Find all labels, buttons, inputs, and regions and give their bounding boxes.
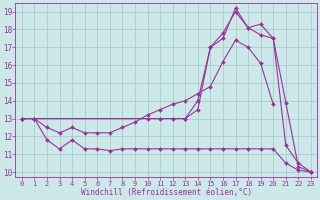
X-axis label: Windchill (Refroidissement éolien,°C): Windchill (Refroidissement éolien,°C) xyxy=(81,188,252,197)
